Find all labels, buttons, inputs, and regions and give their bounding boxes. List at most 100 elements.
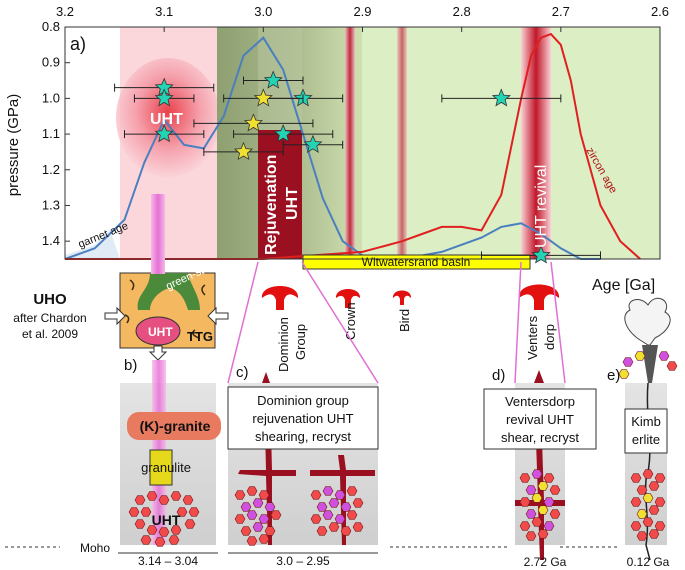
arrow-right-icon bbox=[104, 306, 126, 326]
ventersdorp-plume bbox=[518, 284, 560, 310]
ventersdorp-label-2: dorp bbox=[542, 324, 557, 350]
granulite-label: granulite bbox=[141, 460, 191, 475]
y-tick-label: 1.2 bbox=[42, 162, 60, 177]
crystal-hexagon bbox=[264, 502, 276, 512]
cyan-star-point bbox=[154, 88, 174, 107]
up-arrow-icon-d bbox=[534, 370, 544, 383]
crown-label: Crown bbox=[343, 302, 358, 340]
panel-d-textbox bbox=[483, 388, 597, 450]
crystal-hexagon bbox=[310, 514, 322, 524]
crystal-hexagon bbox=[134, 519, 146, 529]
crystal-hexagon bbox=[334, 514, 346, 524]
garnet-age-curve bbox=[64, 36, 601, 261]
crystal-hexagon bbox=[316, 502, 328, 512]
crystal-hexagon bbox=[240, 502, 252, 512]
crystal-hexagon bbox=[252, 498, 264, 508]
panel-d-line3: shear, recryst bbox=[501, 430, 579, 445]
crystal-hexagon bbox=[340, 502, 352, 512]
bird-label: Bird bbox=[397, 309, 412, 332]
bird-plume bbox=[392, 290, 412, 305]
crystal-hexagon bbox=[648, 529, 660, 539]
y-tick-label: 0.8 bbox=[42, 19, 60, 34]
crystal-hexagon bbox=[258, 534, 270, 544]
granite-body bbox=[127, 412, 221, 440]
uho-ref-1: after Chardon bbox=[13, 311, 86, 325]
crystal-hexagon bbox=[531, 517, 543, 527]
cyan-star-point bbox=[154, 124, 174, 143]
crystal-hexagon bbox=[322, 510, 334, 520]
panel-a-label: a) bbox=[70, 34, 86, 54]
crystal-hexagon bbox=[549, 485, 561, 495]
panel-a bbox=[65, 27, 660, 259]
panel-d bbox=[483, 261, 597, 560]
crown-plume bbox=[335, 289, 361, 308]
moho-label: Moho bbox=[80, 541, 110, 555]
crystal-hexagon bbox=[543, 521, 555, 531]
crystal-hexagon bbox=[246, 536, 258, 546]
crystal-hexagon bbox=[328, 498, 340, 508]
y-tick-label: 1.0 bbox=[42, 90, 60, 105]
panel-c-label: c) bbox=[236, 364, 249, 381]
crystal-hexagon bbox=[531, 469, 543, 479]
x-axis: 3.2 3.1 3.0 2.9 2.8 2.7 2.6 bbox=[56, 4, 669, 32]
crystal-hexagon bbox=[140, 535, 152, 545]
crystal-hexagon bbox=[346, 510, 358, 520]
crystal-hexagon bbox=[642, 493, 654, 503]
crystal-hexagon bbox=[654, 473, 666, 483]
dominion-label-1: Dominion bbox=[276, 317, 291, 372]
y-tick-label: 0.9 bbox=[42, 55, 60, 70]
crystal-hexagon bbox=[531, 493, 543, 503]
panel-d-label: d) bbox=[492, 367, 505, 384]
crystal-hexagon bbox=[519, 521, 531, 531]
crystal-hexagon bbox=[519, 473, 531, 483]
crystal-hexagon bbox=[634, 351, 646, 361]
crystal-hexagon bbox=[140, 507, 152, 517]
ventersdorp-label-1: Venters bbox=[525, 315, 540, 360]
ttg-label: TTG bbox=[187, 329, 213, 344]
crystal-hexagon bbox=[630, 521, 642, 531]
yellow-star-point bbox=[253, 88, 273, 107]
cyan-star-point bbox=[531, 245, 551, 264]
crystal-hexagon bbox=[158, 527, 170, 537]
panel-e-label: e) bbox=[607, 367, 620, 384]
crystal-hexagon bbox=[246, 486, 258, 496]
crystal-hexagon bbox=[537, 481, 549, 491]
crystal-hexagon bbox=[537, 505, 549, 515]
uho-diagram bbox=[104, 272, 229, 361]
crystal-hexagon bbox=[154, 537, 166, 547]
panel-b-label: b) bbox=[124, 357, 137, 374]
panel-c-line1: Dominion group bbox=[257, 393, 349, 408]
panel-d-line1: Ventersdorp bbox=[505, 394, 575, 409]
granulite-box bbox=[149, 449, 173, 486]
x-tick-label: 3.2 bbox=[56, 4, 74, 19]
crystal-hexagon bbox=[622, 357, 634, 367]
green-stone-area bbox=[137, 273, 200, 310]
crystal-hexagon bbox=[636, 531, 648, 541]
bird-stripe bbox=[397, 27, 407, 259]
up-arrow-icon bbox=[262, 372, 270, 383]
event-plumes bbox=[261, 284, 560, 310]
x-axis-label: Age [Ga] bbox=[592, 277, 655, 294]
crystal-hexagon bbox=[252, 522, 264, 532]
crystal-hexagon bbox=[352, 498, 364, 508]
granite-label: (K)-granite bbox=[140, 418, 211, 434]
panel-c bbox=[227, 261, 379, 546]
crystal-hexagon bbox=[543, 473, 555, 483]
crystal-hexagon bbox=[184, 519, 196, 529]
kimberlite-eruption-icon bbox=[624, 297, 671, 346]
uho-ref-2: et al. 2009 bbox=[22, 327, 78, 341]
crystal-hexagon bbox=[549, 509, 561, 519]
panel-d-age: 2.72 Ga bbox=[524, 555, 567, 569]
panel-e-line2: erlite bbox=[632, 432, 660, 447]
x-tick-label: 2.6 bbox=[651, 4, 669, 19]
uho-title: UHO bbox=[33, 291, 67, 308]
crystal-hexagon bbox=[543, 497, 555, 507]
dominion-label-2: Group bbox=[293, 324, 308, 360]
dyke-1 bbox=[238, 390, 296, 545]
rejuvenation-label-2: UHT bbox=[284, 187, 301, 220]
crystal-hexagon bbox=[630, 473, 642, 483]
y-tick-label: 1.4 bbox=[42, 233, 60, 248]
crystal-hexagon bbox=[654, 521, 666, 531]
x-tick-label: 2.8 bbox=[453, 4, 471, 19]
